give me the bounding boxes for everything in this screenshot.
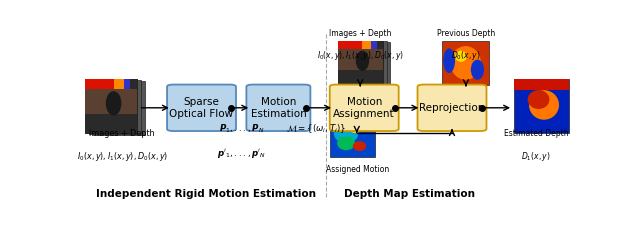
Ellipse shape bbox=[334, 123, 358, 143]
FancyBboxPatch shape bbox=[167, 85, 236, 131]
Text: $D_1(x,y)$: $D_1(x,y)$ bbox=[522, 150, 551, 163]
Bar bbox=[85, 79, 137, 133]
FancyBboxPatch shape bbox=[246, 85, 310, 131]
Bar bbox=[85, 79, 137, 133]
Bar bbox=[85, 89, 137, 114]
Text: Reprojection: Reprojection bbox=[419, 103, 484, 113]
Bar bbox=[124, 79, 131, 89]
Ellipse shape bbox=[106, 91, 122, 115]
Text: $\boldsymbol{p}'_1,...,\boldsymbol{p}'_N$: $\boldsymbol{p}'_1,...,\boldsymbol{p}'_N… bbox=[217, 147, 266, 160]
Text: $\mathcal{M} = \{(\omega_i, T_i)\}$: $\mathcal{M} = \{(\omega_i, T_i)\}$ bbox=[286, 122, 346, 135]
Ellipse shape bbox=[444, 48, 455, 73]
Bar bbox=[371, 41, 377, 49]
Bar bbox=[346, 42, 390, 87]
Bar bbox=[338, 41, 383, 85]
Bar bbox=[514, 79, 568, 133]
Text: $\boldsymbol{P}_1,...,\boldsymbol{P}_N$: $\boldsymbol{P}_1,...,\boldsymbol{P}_N$ bbox=[218, 122, 264, 135]
Text: Estimated Depth: Estimated Depth bbox=[504, 129, 568, 138]
FancyBboxPatch shape bbox=[417, 85, 486, 131]
Text: Independent Rigid Motion Estimation: Independent Rigid Motion Estimation bbox=[97, 189, 317, 199]
Bar bbox=[338, 41, 362, 49]
Ellipse shape bbox=[356, 51, 369, 71]
Bar bbox=[85, 79, 114, 89]
Text: Motion
Assignment: Motion Assignment bbox=[333, 97, 395, 119]
Ellipse shape bbox=[529, 90, 559, 120]
Text: Previous Depth: Previous Depth bbox=[436, 29, 495, 38]
Bar bbox=[442, 41, 489, 85]
Text: Sparse
Optical Flow: Sparse Optical Flow bbox=[170, 97, 234, 119]
Text: $D_0(x,y)$: $D_0(x,y)$ bbox=[451, 49, 481, 62]
Bar bbox=[514, 79, 568, 90]
Ellipse shape bbox=[349, 124, 360, 133]
Bar bbox=[114, 79, 124, 89]
Ellipse shape bbox=[527, 90, 550, 109]
Bar bbox=[338, 41, 383, 85]
Bar bbox=[93, 81, 145, 135]
Ellipse shape bbox=[451, 46, 481, 80]
Ellipse shape bbox=[455, 51, 467, 62]
Ellipse shape bbox=[353, 141, 366, 151]
Ellipse shape bbox=[471, 60, 484, 80]
Text: $I_0(x,y), I_1(x,y), D_0(x,y)$: $I_0(x,y), I_1(x,y), D_0(x,y)$ bbox=[77, 150, 168, 163]
Text: Motion
Estimation: Motion Estimation bbox=[250, 97, 307, 119]
Text: Assigned Motion: Assigned Motion bbox=[326, 165, 389, 174]
Bar bbox=[342, 41, 387, 86]
Bar bbox=[362, 41, 371, 49]
Text: Images + Depth: Images + Depth bbox=[90, 129, 155, 138]
Text: Images + Depth: Images + Depth bbox=[329, 29, 392, 38]
Ellipse shape bbox=[337, 136, 355, 150]
Text: Depth Map Estimation: Depth Map Estimation bbox=[344, 189, 476, 199]
Bar bbox=[338, 49, 383, 70]
Bar bbox=[89, 80, 141, 134]
Text: $I_0(x,y), I_1(x,y), D_0(x,y)$: $I_0(x,y), I_1(x,y), D_0(x,y)$ bbox=[317, 49, 404, 62]
Bar bbox=[330, 118, 375, 157]
FancyBboxPatch shape bbox=[330, 85, 399, 131]
